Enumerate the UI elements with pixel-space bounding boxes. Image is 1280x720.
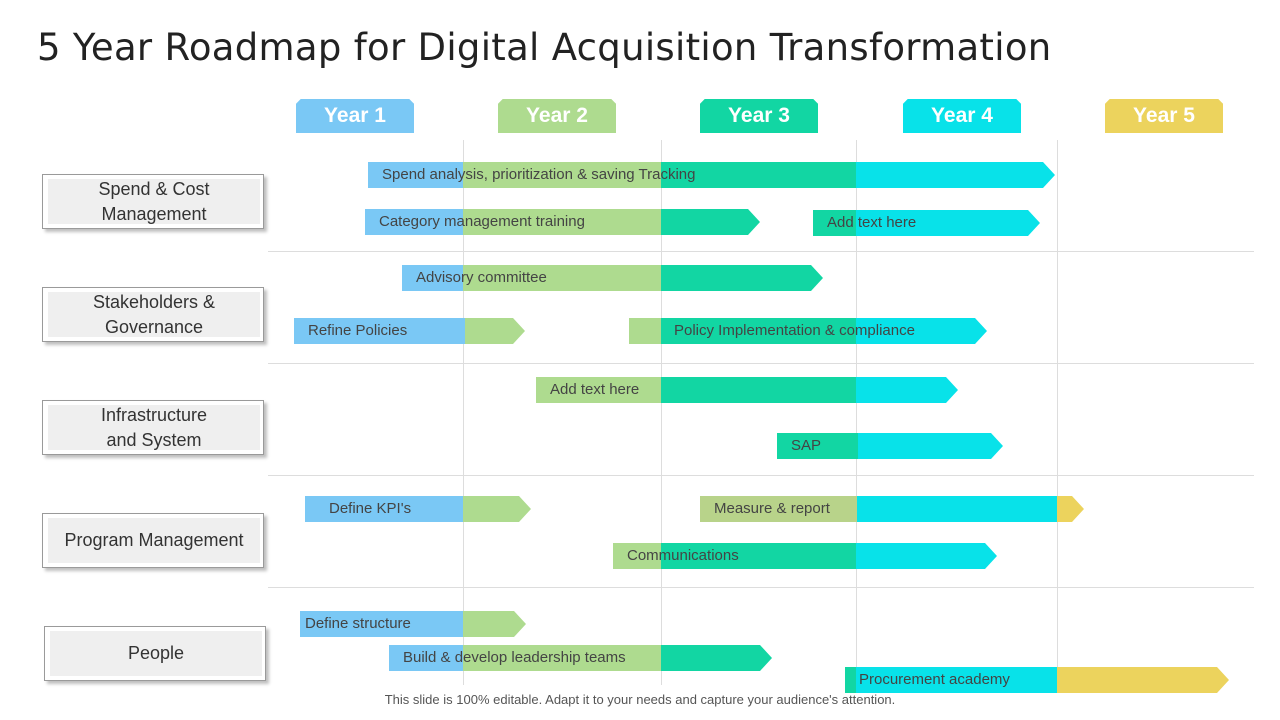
task-label: SAP bbox=[791, 437, 822, 454]
bar-segment-year3 bbox=[661, 162, 856, 188]
task-bar-category-management-training: Category management training bbox=[365, 209, 760, 235]
bar-segment-year4 bbox=[856, 210, 1040, 236]
task-label: Category management training bbox=[379, 213, 585, 230]
task-bar-leadership-teams: Build & develop leadership teams bbox=[389, 645, 772, 671]
task-label: Policy Implementation & compliance bbox=[674, 322, 915, 339]
category-label: Infrastructure and System bbox=[48, 405, 260, 450]
task-label: Advisory committee bbox=[416, 269, 547, 286]
bar-segment-year2 bbox=[463, 496, 531, 522]
bar-segment-year4 bbox=[856, 377, 958, 403]
category-label: Program Management bbox=[48, 518, 260, 563]
grid-line-year3 bbox=[661, 140, 662, 685]
task-label: Add text here bbox=[550, 381, 640, 398]
bar-segment-year1 bbox=[365, 209, 463, 235]
grid-line-row4 bbox=[268, 587, 1254, 588]
bar-segment-year4 bbox=[856, 543, 997, 569]
bar-segment-year3 bbox=[661, 645, 772, 671]
year-tab-3: Year 3 bbox=[700, 99, 818, 133]
bar-segment-year4 bbox=[857, 496, 1057, 522]
bar-segment-year4 bbox=[858, 433, 1003, 459]
bar-segment-year5 bbox=[1057, 667, 1229, 693]
task-bar-measure-report: Measure & report bbox=[700, 496, 1084, 522]
task-label: Define structure bbox=[305, 615, 411, 632]
grid-line-year2 bbox=[463, 140, 464, 685]
task-bar-communications: Communications bbox=[613, 543, 997, 569]
task-bar-sap: SAP bbox=[777, 433, 1003, 459]
task-bar-define-kpis: Define KPI's bbox=[305, 496, 531, 522]
year-tab-2: Year 2 bbox=[498, 99, 616, 133]
task-label: Add text here bbox=[827, 214, 917, 231]
task-bar-refine-policies: Refine Policies bbox=[294, 318, 525, 344]
task-bar-advisory-committee: Advisory committee bbox=[402, 265, 823, 291]
bar-segment-year3 bbox=[845, 667, 856, 693]
task-bar-procurement-academy: Procurement academy bbox=[845, 667, 1229, 693]
bar-segment-year3 bbox=[700, 496, 857, 522]
bar-segment-year3 bbox=[661, 265, 823, 291]
footer-note: This slide is 100% editable. Adapt it to… bbox=[384, 692, 896, 707]
task-bar-policy-implementation: Policy Implementation & compliance bbox=[629, 318, 987, 344]
grid-line-row2 bbox=[268, 363, 1254, 364]
bar-segment-year1 bbox=[300, 611, 463, 637]
bar-segment-year2 bbox=[613, 543, 661, 569]
task-label: Refine Policies bbox=[308, 322, 408, 339]
bar-segment-year1 bbox=[402, 265, 463, 291]
category-label: People bbox=[50, 631, 262, 676]
category-program-management: Program Management bbox=[42, 513, 264, 568]
bar-segment-year3-solid bbox=[661, 318, 856, 344]
bar-segment-year2 bbox=[463, 265, 661, 291]
bar-segment-year2 bbox=[463, 645, 661, 671]
task-bar-add-text-2: Add text here bbox=[536, 377, 958, 403]
bar-segment-year2 bbox=[629, 318, 661, 344]
bar-segment-year2 bbox=[463, 209, 661, 235]
task-label: Define KPI's bbox=[329, 500, 412, 517]
category-people: People bbox=[44, 626, 266, 681]
grid-line-row3 bbox=[268, 475, 1254, 476]
year-tab-4: Year 4 bbox=[903, 99, 1021, 133]
bar-segment-year1 bbox=[389, 645, 463, 671]
page-title: 5 Year Roadmap for Digital Acquisition T… bbox=[37, 26, 1052, 69]
bar-segment-year1 bbox=[294, 318, 465, 344]
grid-line-year4 bbox=[856, 140, 857, 685]
task-bar-define-structure: Define structure bbox=[300, 611, 526, 637]
bar-segment-year3 bbox=[813, 210, 856, 236]
bar-segment-year2 bbox=[463, 162, 661, 188]
bar-segment-year3 bbox=[661, 209, 760, 235]
year-tab-1: Year 1 bbox=[296, 99, 414, 133]
category-label: Stakeholders & Governance bbox=[48, 292, 260, 337]
bar-segment-year1 bbox=[368, 162, 463, 188]
task-bar-add-text-1: Add text here bbox=[813, 210, 1040, 236]
bar-segment-year4 bbox=[856, 162, 1055, 188]
task-label: Build & develop leadership teams bbox=[403, 649, 626, 666]
category-label: Spend & Cost Management bbox=[48, 179, 260, 224]
bar-segment-year2 bbox=[463, 611, 526, 637]
bar-segment-year2 bbox=[465, 318, 525, 344]
grid-line-row1 bbox=[268, 251, 1254, 252]
bar-segment-year3 bbox=[661, 377, 856, 403]
year-tab-5: Year 5 bbox=[1105, 99, 1223, 133]
task-label: Measure & report bbox=[714, 500, 830, 517]
category-stakeholders-governance: Stakeholders & Governance bbox=[42, 287, 264, 342]
task-bar-spend-analysis: Spend analysis, prioritization & saving … bbox=[368, 162, 1055, 188]
bar-segment-year5 bbox=[1057, 496, 1084, 522]
bar-segment-year1 bbox=[305, 496, 463, 522]
task-label: Communications bbox=[627, 547, 739, 564]
bar-segment-year3 bbox=[661, 543, 856, 569]
bar-segment-year4 bbox=[856, 667, 1057, 693]
category-infrastructure-system: Infrastructure and System bbox=[42, 400, 264, 455]
task-label: Spend analysis, prioritization & saving … bbox=[382, 166, 696, 183]
category-spend-cost-management: Spend & Cost Management bbox=[42, 174, 264, 229]
grid-line-year5 bbox=[1057, 140, 1058, 685]
bar-segment-year3 bbox=[777, 433, 858, 459]
task-label: Procurement academy bbox=[859, 671, 1010, 688]
bar-segment-year2 bbox=[536, 377, 661, 403]
